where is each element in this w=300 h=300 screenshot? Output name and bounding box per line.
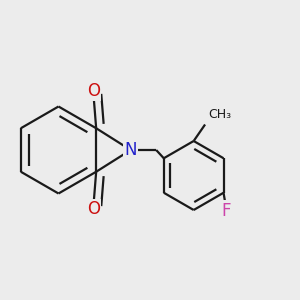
Text: O: O <box>87 200 100 218</box>
Text: O: O <box>87 82 100 100</box>
Text: CH₃: CH₃ <box>208 109 231 122</box>
Text: N: N <box>124 141 137 159</box>
Text: F: F <box>222 202 231 220</box>
